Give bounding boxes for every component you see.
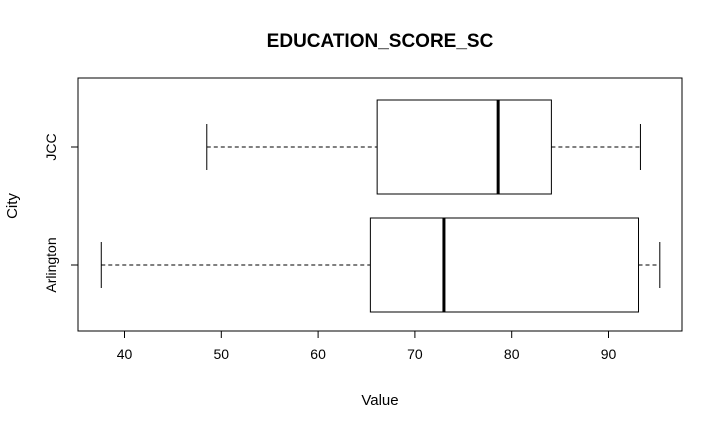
- y-axis: Arlington JCC: [43, 133, 79, 293]
- box-arlington: [100, 217, 661, 313]
- chart-title: EDUCATION_SCORE_SC: [267, 31, 494, 52]
- y-tick-label-jcc: JCC: [43, 133, 59, 160]
- x-tick-label-60: 60: [310, 346, 326, 362]
- iqr-box-jcc: [376, 99, 552, 195]
- y-axis-label: City: [4, 193, 21, 219]
- boxes-group: [100, 99, 661, 313]
- y-tick-label-arlington: Arlington: [43, 237, 59, 292]
- x-axis: 40 50 60 70 80 90: [117, 330, 617, 362]
- x-tick-label-80: 80: [504, 346, 520, 362]
- x-tick-label-70: 70: [407, 346, 423, 362]
- x-axis-label: Value: [361, 392, 398, 409]
- x-tick-label-90: 90: [601, 346, 617, 362]
- iqr-box-arlington: [369, 217, 640, 313]
- x-tick-label-40: 40: [117, 346, 133, 362]
- x-tick-label-50: 50: [214, 346, 230, 362]
- box-jcc: [206, 99, 641, 195]
